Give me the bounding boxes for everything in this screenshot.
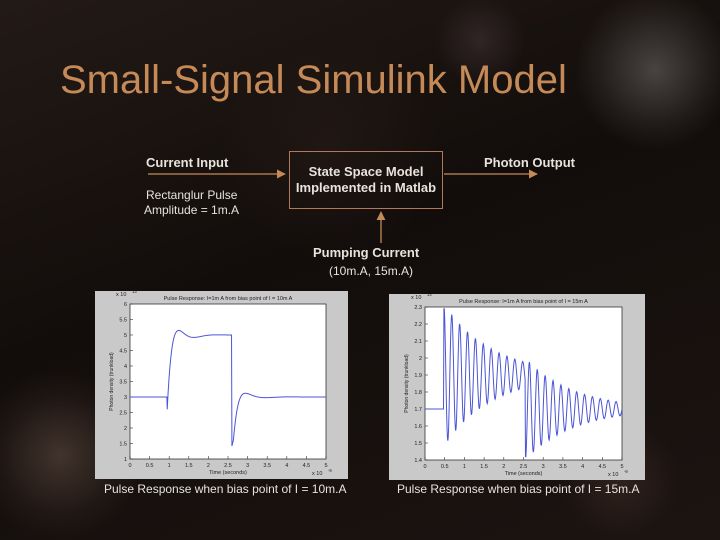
- x-tick-label: 2: [207, 463, 210, 469]
- slide-title: Small-Signal Simulink Model: [60, 58, 567, 102]
- pumping-current-values: (10m.A, 15m.A): [329, 264, 414, 278]
- y-exponent-power: 14: [427, 294, 432, 297]
- y-tick-label: 2.1: [414, 339, 422, 345]
- y-tick-label: 2.3: [414, 305, 422, 311]
- y-tick-label: 1.6: [414, 424, 422, 430]
- x-tick-label: 5: [324, 463, 327, 469]
- x-tick-label: 1: [168, 463, 171, 469]
- x-tick-label: 4: [285, 463, 288, 469]
- x-tick-label: 0.5: [146, 463, 154, 469]
- y-axis-label: Photon density (trunkload): [404, 354, 410, 413]
- pulse-response-plot-10ma: Pulse Response: I=1m A from bias point o…: [95, 291, 348, 479]
- y-tick-label: 3.5: [119, 380, 127, 386]
- state-space-model-box: State Space Model Implemented in Matlab: [289, 151, 443, 209]
- plot-15ma-svg: Pulse Response: I=1m A from bias point o…: [404, 294, 628, 478]
- x-exponent: x 10: [312, 471, 322, 477]
- plot-axes-area: [129, 303, 327, 460]
- pulse-response-plot-15ma: Pulse Response: I=1m A from bias point o…: [389, 294, 645, 480]
- pumping-current-label: Pumping Current: [313, 245, 420, 260]
- plot-title: Pulse Response: I=1m A from bias point o…: [164, 296, 293, 302]
- y-tick-label: 4.5: [119, 349, 127, 355]
- y-exponent: x 10: [411, 295, 421, 301]
- x-tick-label: 3.5: [263, 463, 271, 469]
- x-tick-label: 4: [581, 464, 584, 470]
- box-label-line1: State Space Model: [308, 164, 424, 179]
- y-tick-label: 1.4: [414, 458, 422, 464]
- y-tick-label: 2: [124, 426, 127, 432]
- plot-axes-area: [424, 306, 623, 461]
- x-tick-label: 4.5: [303, 463, 311, 469]
- pulse-description-line1: Rectanglur Pulse: [146, 188, 238, 202]
- x-exponent-power: -9: [624, 469, 628, 474]
- y-exponent-power: 13: [132, 291, 137, 294]
- x-exponent-power: -9: [328, 468, 332, 473]
- response-trace: [425, 308, 623, 458]
- plot-10ma-svg: Pulse Response: I=1m A from bias point o…: [109, 291, 332, 477]
- x-tick-label: 2: [502, 464, 505, 470]
- y-tick-label: 1.9: [414, 373, 422, 379]
- x-tick-label: 1.5: [185, 463, 193, 469]
- x-axis-label: Time (seconds): [209, 470, 247, 476]
- x-tick-label: 0: [128, 463, 131, 469]
- y-tick-label: 4: [124, 364, 127, 370]
- x-exponent: x 10: [608, 472, 618, 478]
- y-tick-label: 1.5: [119, 442, 127, 448]
- y-tick-label: 5.5: [119, 318, 127, 324]
- x-tick-label: 0: [423, 464, 426, 470]
- y-tick-label: 1: [124, 457, 127, 463]
- y-tick-label: 2.5: [119, 411, 127, 417]
- box-label-line2: Implemented in Matlab: [295, 180, 437, 195]
- x-tick-label: 3: [542, 464, 545, 470]
- y-tick-label: 6: [124, 302, 127, 308]
- x-tick-label: 3.5: [559, 464, 567, 470]
- x-tick-label: 1.5: [480, 464, 488, 470]
- current-input-label: Current Input: [146, 155, 229, 170]
- photon-output-label: Photon Output: [484, 155, 575, 170]
- x-tick-label: 0.5: [441, 464, 449, 470]
- x-tick-label: 2.5: [520, 464, 528, 470]
- x-tick-label: 2.5: [224, 463, 232, 469]
- response-trace: [130, 329, 326, 447]
- y-tick-label: 2.2: [414, 322, 422, 328]
- y-tick-label: 1.8: [414, 390, 422, 396]
- y-tick-label: 5: [124, 333, 127, 339]
- x-tick-label: 3: [246, 463, 249, 469]
- y-axis-label: Photon density (trunkload): [109, 352, 115, 411]
- plot-title: Pulse Response: I=1m A from bias point o…: [459, 299, 588, 305]
- pulse-description-line2: Amplitude = 1m.A: [144, 203, 240, 217]
- x-tick-label: 4.5: [598, 464, 606, 470]
- y-exponent: x 10: [116, 292, 126, 298]
- y-tick-label: 1.7: [414, 407, 422, 413]
- y-tick-label: 1.5: [414, 441, 422, 447]
- y-tick-label: 3: [124, 395, 127, 401]
- caption-plot-15ma: Pulse Response when bias point of I = 15…: [397, 482, 640, 496]
- x-tick-label: 5: [620, 464, 623, 470]
- x-tick-label: 1: [463, 464, 466, 470]
- x-axis-label: Time (seconds): [505, 471, 543, 477]
- caption-plot-10ma: Pulse Response when bias point of I = 10…: [104, 482, 347, 496]
- y-tick-label: 2: [419, 356, 422, 362]
